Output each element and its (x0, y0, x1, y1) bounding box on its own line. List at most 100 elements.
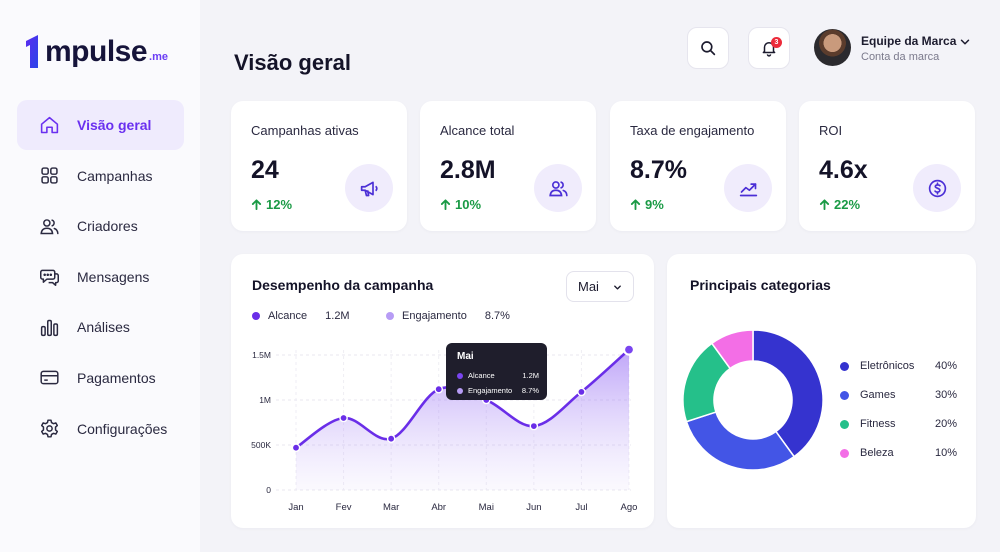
legend-label: Alcance (268, 310, 308, 322)
data-point-ago (622, 343, 636, 356)
sidebar-nav: Visão geral Campanhas Criadores Mensagen… (17, 100, 184, 454)
category-dot (840, 390, 849, 400)
y-tick-label: 500K (251, 440, 271, 450)
series-area-alcance (296, 349, 629, 490)
sidebar-item-pagamentos[interactable]: Pagamentos (17, 353, 184, 403)
sidebar-item-label: Campanhas (77, 167, 153, 184)
chart-tooltip: Mai Alcance 1.2M Engajamento 8.7% (446, 343, 547, 400)
sidebar-item-configuracoes[interactable]: Configurações (17, 404, 184, 454)
sidebar: mpulse .me Visão geral Campanhas Criador… (0, 0, 200, 552)
sidebar-item-label: Criadores (77, 218, 138, 235)
x-tick-label: Ago (621, 502, 638, 513)
stat-label: Campanhas ativas (251, 123, 359, 138)
legend-dot (252, 312, 260, 320)
tooltip-dot (457, 372, 463, 379)
x-tick-label: Mai (479, 502, 494, 513)
stat-card-campanhas-ativas[interactable]: Campanhas ativas 24 12% (231, 101, 407, 231)
users-icon (534, 164, 582, 212)
top-categories-card: Principais categorias Eletrônicos 40% Ga… (667, 254, 976, 528)
category-row-fitness: Fitness 20% (840, 418, 957, 430)
megaphone-icon (345, 164, 393, 212)
y-tick-label: 1M (259, 395, 271, 405)
sidebar-item-criadores[interactable]: Criadores (17, 201, 184, 251)
tooltip-title: Mai (457, 351, 474, 362)
data-point-jun (529, 421, 539, 431)
logo-mark-icon (26, 35, 38, 68)
donut-slice-beleza (710, 329, 754, 370)
legend-label: Engajamento (402, 310, 467, 322)
legend-value: 8.7% (484, 310, 510, 322)
search-button[interactable] (687, 27, 729, 69)
chevron-down-icon (614, 285, 621, 290)
stat-delta-value: 9% (645, 197, 664, 212)
sidebar-item-label: Mensagens (77, 268, 150, 285)
notifications-button[interactable]: 3 (748, 27, 790, 69)
stat-label: ROI (819, 123, 843, 138)
category-row-beleza: Beleza 10% (840, 447, 957, 459)
home-icon (38, 114, 60, 136)
bar-chart-icon (38, 316, 60, 338)
brand-wordmark: mpulse (45, 35, 148, 68)
stat-delta-value: 22% (834, 197, 861, 212)
notification-badge: 3 (771, 37, 782, 48)
user-name[interactable]: Equipe da Marca (861, 34, 957, 48)
card-title: Principais categorias (690, 277, 831, 293)
month-select[interactable]: Mai (566, 271, 634, 302)
search-icon (701, 41, 716, 56)
arrow-up-icon (630, 199, 641, 210)
category-name: Eletrônicos (860, 360, 915, 372)
stat-value: 8.7% (630, 156, 687, 184)
x-tick-label: Mar (383, 502, 399, 513)
x-tick-label: Jan (288, 502, 303, 513)
tooltip-value: 8.7% (521, 386, 539, 395)
stat-value: 2.8M (440, 156, 496, 184)
category-percent: 20% (934, 418, 957, 430)
brand-logo[interactable]: mpulse .me (24, 32, 168, 68)
stat-card-roi[interactable]: ROI 4.6x 22% (799, 101, 975, 231)
tooltip-dot (457, 387, 463, 394)
x-tick-label: Fev (336, 502, 352, 513)
stat-delta-value: 12% (266, 197, 293, 212)
data-point-mar (386, 434, 396, 443)
category-dot (840, 448, 849, 458)
stat-value: 24 (251, 156, 279, 184)
stat-card-taxa-engajamento[interactable]: Taxa de engajamento 8.7% 9% (610, 101, 786, 231)
stat-delta-value: 10% (455, 197, 482, 212)
chevron-down-icon[interactable] (958, 35, 972, 49)
category-dot (840, 361, 849, 371)
user-role: Conta da marca (861, 51, 940, 63)
avatar[interactable] (814, 29, 851, 66)
tooltip-row-alcance: Alcance 1.2M (457, 371, 539, 380)
legend-value: 1.2M (325, 310, 350, 322)
users-icon (38, 215, 60, 237)
trend-up-icon (724, 164, 772, 212)
sidebar-item-mensagens[interactable]: Mensagens (17, 252, 184, 302)
sidebar-item-analises[interactable]: Análises (17, 302, 184, 352)
tooltip-label: Engajamento (468, 386, 513, 395)
stat-card-alcance-total[interactable]: Alcance total 2.8M 10% (420, 101, 596, 231)
stat-value: 4.6x (819, 156, 868, 184)
arrow-up-icon (440, 199, 451, 210)
gear-icon (38, 418, 60, 440)
category-name: Games (860, 389, 896, 401)
arrow-up-icon (251, 199, 262, 210)
brand-suffix: .me (149, 51, 168, 63)
stat-delta: 10% (440, 197, 481, 212)
tooltip-value: 1.2M (522, 371, 539, 380)
stat-delta: 22% (819, 197, 860, 212)
category-row-games: Games 30% (840, 389, 957, 401)
legend-dot (386, 312, 394, 320)
credit-card-icon (38, 367, 60, 389)
sidebar-item-label: Análises (77, 319, 130, 336)
sidebar-item-visao-geral[interactable]: Visão geral (17, 100, 184, 150)
category-row-eletronicos: Eletrônicos 40% (840, 360, 957, 372)
donut-slice-eletrônicos (752, 329, 824, 458)
category-percent: 10% (934, 447, 957, 459)
month-select-value: Mai (578, 279, 599, 294)
sidebar-item-label: Visão geral (77, 117, 152, 133)
category-dot (840, 419, 849, 429)
legend-item-alcance: Alcance 1.2M (252, 310, 350, 322)
category-percent: 40% (934, 360, 957, 372)
sidebar-item-campanhas[interactable]: Campanhas (17, 151, 184, 201)
x-tick-label: Abr (431, 502, 446, 513)
